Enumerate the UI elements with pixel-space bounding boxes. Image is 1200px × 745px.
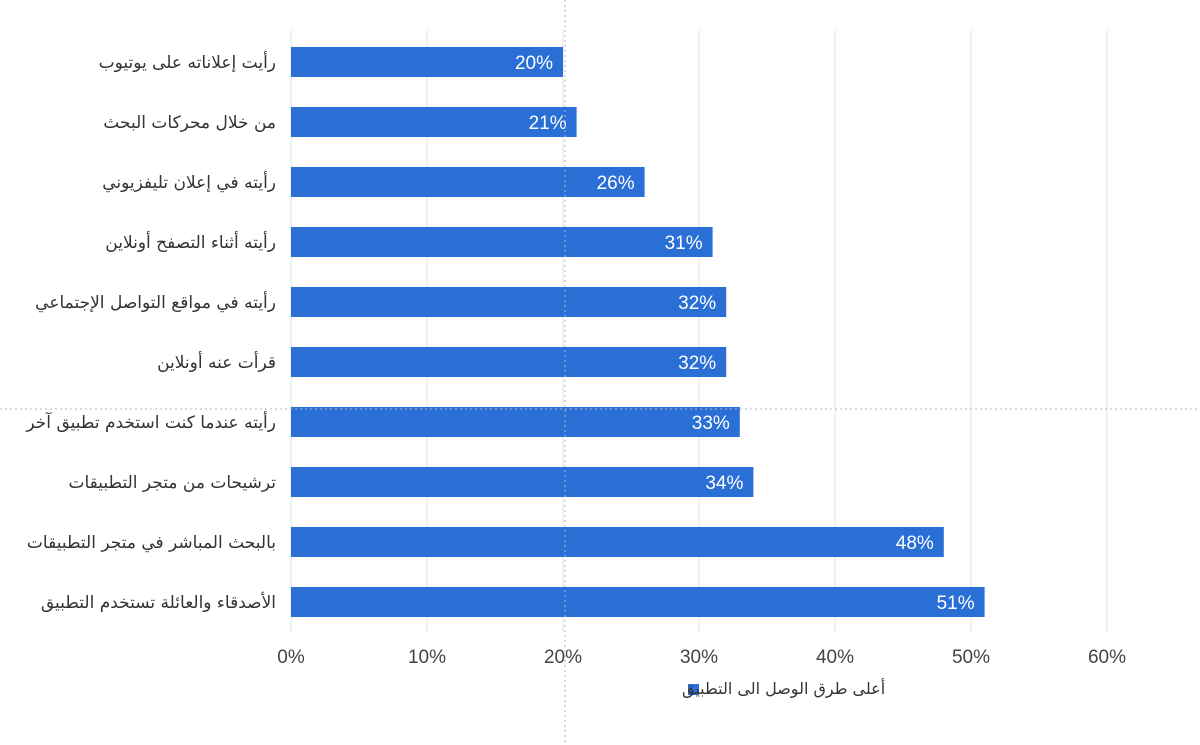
- category-label: رأيته أثناء التصفح أونلاين: [105, 231, 276, 253]
- category-label: رأيته في إعلان تليفزيوني: [102, 171, 276, 193]
- x-tick-label: 60%: [1088, 647, 1126, 668]
- legend: أعلى طرق الوصل الى التطبيق: [682, 678, 885, 699]
- category-label: الأصدقاء والعائلة تستخدم التطبيق: [41, 592, 276, 613]
- data-label: 48%: [896, 533, 934, 554]
- bar: [291, 527, 944, 557]
- data-label: 33%: [692, 413, 730, 434]
- category-label: رأيت إعلاناته على يوتيوب: [99, 51, 276, 73]
- data-label: 34%: [705, 473, 743, 494]
- category-labels: رأيت إعلاناته على يوتيوب من خلال محركات ا…: [25, 51, 276, 613]
- category-label: رأيته في مواقع التواصل الإجتماعي: [35, 291, 276, 313]
- category-label: ترشيحات من متجر التطبيقات: [68, 473, 276, 493]
- data-label: 32%: [678, 353, 716, 374]
- x-tick-label: 40%: [816, 647, 854, 668]
- data-label: 51%: [937, 593, 975, 614]
- bar: [291, 407, 740, 437]
- x-tick-label: 30%: [680, 647, 718, 668]
- x-tick-label: 20%: [544, 647, 582, 668]
- category-label: قرأت عنه أونلاين: [157, 351, 276, 373]
- x-tick-label: 50%: [952, 647, 990, 668]
- bar: [291, 287, 727, 317]
- data-label: 32%: [678, 293, 716, 314]
- data-label: 26%: [597, 173, 635, 194]
- category-label: رأيته عندما كنت استخدم تطبيق آخر: [25, 411, 276, 433]
- category-label: من خلال محركات البحث: [103, 113, 276, 133]
- x-tick-label: 10%: [408, 647, 446, 668]
- bars: 20% 21% 26% 31% 32% 32% 33% 34% 48% 51%: [291, 47, 985, 617]
- category-label: بالبحث المباشر في متجر التطبيقات: [27, 533, 276, 553]
- bar: [291, 107, 577, 137]
- legend-label: أعلى طرق الوصل الى التطبيق: [682, 678, 885, 699]
- bar: [291, 347, 727, 377]
- x-tick-label: 0%: [277, 647, 305, 668]
- bar: [291, 167, 645, 197]
- x-axis-tick-labels: 0% 10% 20% 30% 40% 50% 60%: [277, 647, 1126, 668]
- bar: [291, 587, 985, 617]
- bar: [291, 467, 754, 497]
- bar: [291, 47, 563, 77]
- data-label: 20%: [515, 53, 553, 74]
- data-label: 21%: [529, 113, 567, 134]
- data-label: 31%: [665, 233, 703, 254]
- bar: [291, 227, 713, 257]
- legend-swatch: [688, 684, 699, 695]
